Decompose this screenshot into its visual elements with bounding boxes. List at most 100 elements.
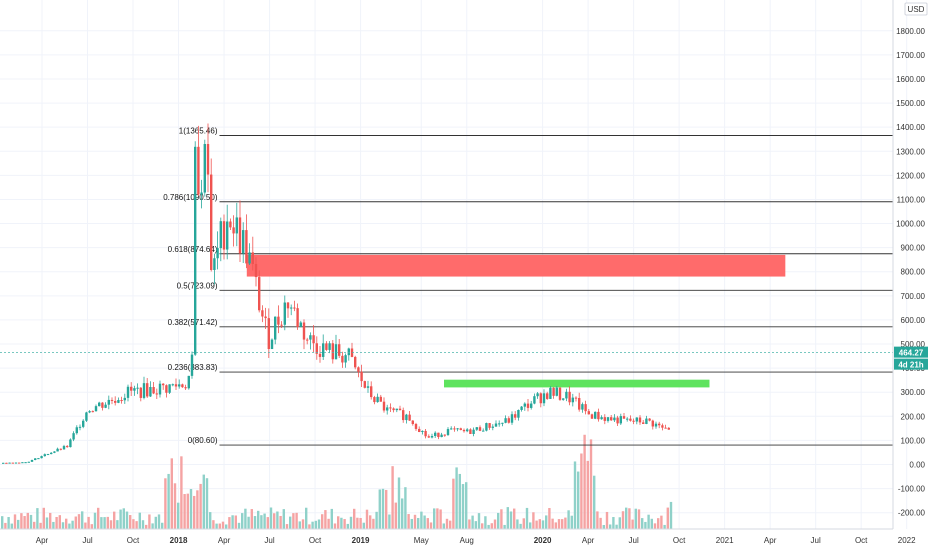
volume-bar bbox=[71, 520, 74, 529]
volume-bar bbox=[407, 514, 410, 529]
candle-body bbox=[590, 414, 594, 419]
volume-bar bbox=[39, 522, 42, 529]
candle-body bbox=[258, 277, 261, 311]
volume-bar bbox=[388, 514, 391, 529]
candle-body bbox=[501, 422, 504, 424]
volume-bar bbox=[599, 517, 602, 529]
candle-body bbox=[488, 423, 491, 428]
price-zones bbox=[246, 254, 786, 388]
volume-bar bbox=[423, 515, 426, 529]
volume-bar bbox=[644, 521, 647, 529]
candle-body bbox=[8, 462, 11, 464]
candle-body bbox=[366, 386, 370, 388]
volume-bar bbox=[394, 502, 397, 529]
candle-body bbox=[171, 384, 174, 386]
volume-bar bbox=[305, 507, 308, 529]
candle-body bbox=[642, 422, 645, 424]
volume-bar bbox=[666, 507, 669, 529]
volume-bar bbox=[420, 511, 423, 529]
candle-body bbox=[402, 410, 405, 421]
candle-body bbox=[504, 418, 507, 423]
volume-bar bbox=[452, 478, 455, 529]
candle-body bbox=[530, 403, 533, 408]
volume-bar bbox=[589, 439, 593, 529]
candle-body bbox=[424, 430, 427, 437]
candle-body bbox=[242, 230, 245, 254]
candle-body bbox=[344, 355, 347, 363]
volume-bar bbox=[193, 495, 196, 529]
volume-bar bbox=[65, 518, 68, 529]
volume-bar bbox=[301, 519, 305, 529]
volume-bar bbox=[1, 516, 4, 529]
candle-body bbox=[286, 302, 290, 309]
candle-body bbox=[72, 433, 75, 440]
volume-bar bbox=[26, 512, 29, 529]
candle-body bbox=[600, 417, 603, 420]
candle-body bbox=[626, 418, 629, 420]
candle-body bbox=[450, 428, 453, 430]
volume-bar bbox=[234, 515, 237, 529]
volume-bar bbox=[503, 524, 506, 529]
candle-body bbox=[165, 385, 168, 393]
time-tick-label: Jul bbox=[82, 536, 92, 545]
candle-body bbox=[139, 387, 142, 398]
volume-bar bbox=[545, 515, 548, 529]
volume-bar bbox=[282, 509, 285, 529]
candle-body bbox=[11, 462, 14, 464]
volume-bar bbox=[525, 507, 529, 529]
volume-bar bbox=[471, 515, 474, 529]
candle-body bbox=[616, 417, 619, 424]
volume-bar bbox=[621, 511, 625, 529]
currency-box[interactable] bbox=[904, 2, 928, 16]
candle-body bbox=[101, 402, 104, 408]
volume-bar bbox=[45, 517, 49, 529]
volume-bar bbox=[541, 520, 545, 529]
volume-bar bbox=[522, 518, 525, 529]
candle-body bbox=[146, 383, 149, 397]
volume-bar bbox=[49, 512, 52, 529]
candle-body bbox=[280, 324, 283, 326]
currency-label[interactable]: USD bbox=[908, 5, 925, 14]
time-tick-label: 2020 bbox=[534, 536, 552, 545]
volume-bar bbox=[241, 513, 244, 529]
candle-body bbox=[210, 174, 213, 270]
fib-label: 0(80.60) bbox=[188, 436, 218, 445]
candle-body bbox=[414, 424, 418, 429]
volume-bar bbox=[52, 521, 55, 529]
candle-body bbox=[658, 423, 661, 426]
volume-bar bbox=[100, 517, 103, 529]
volume-bar bbox=[324, 510, 327, 529]
volume-bar bbox=[74, 516, 77, 529]
volume-bar bbox=[228, 517, 231, 529]
price-tick-label: 0.00 bbox=[909, 461, 925, 470]
volume-bar bbox=[186, 493, 189, 529]
price-tick-label: 1100.00 bbox=[897, 195, 926, 204]
candle-body bbox=[187, 375, 190, 389]
volume-bar bbox=[97, 507, 100, 529]
candle-body bbox=[494, 423, 498, 427]
time-axis[interactable]: Apr Jul Oct 2018 Apr Jul Oct 2019 May Aug 2020 Apr J… bbox=[0, 528, 916, 545]
fib-label: 0.5(723.09) bbox=[177, 281, 218, 290]
candle-body bbox=[62, 446, 66, 450]
volume-bar bbox=[605, 511, 609, 529]
candle-body bbox=[472, 429, 475, 435]
candle-body bbox=[2, 462, 5, 464]
time-tick-label: Oct bbox=[127, 536, 140, 545]
volume-bar bbox=[116, 520, 119, 529]
volume-bar bbox=[292, 513, 295, 529]
candle-body bbox=[594, 411, 597, 419]
volume-bar bbox=[212, 520, 215, 529]
candle-body bbox=[232, 227, 235, 234]
volume-bar bbox=[42, 507, 45, 529]
candle-body bbox=[661, 425, 664, 428]
volume-bar bbox=[564, 517, 567, 529]
candle-body bbox=[293, 307, 296, 309]
candle-body bbox=[290, 307, 293, 309]
volume-bar bbox=[628, 508, 631, 529]
candle-body bbox=[69, 439, 72, 448]
price-axis[interactable]: 1800.00 1700.00 1600.00 1500.00 1400.00 1300.… bbox=[892, 0, 928, 529]
volume-bar bbox=[84, 522, 87, 529]
volume-bar bbox=[509, 511, 513, 529]
volume-bar bbox=[269, 507, 273, 529]
